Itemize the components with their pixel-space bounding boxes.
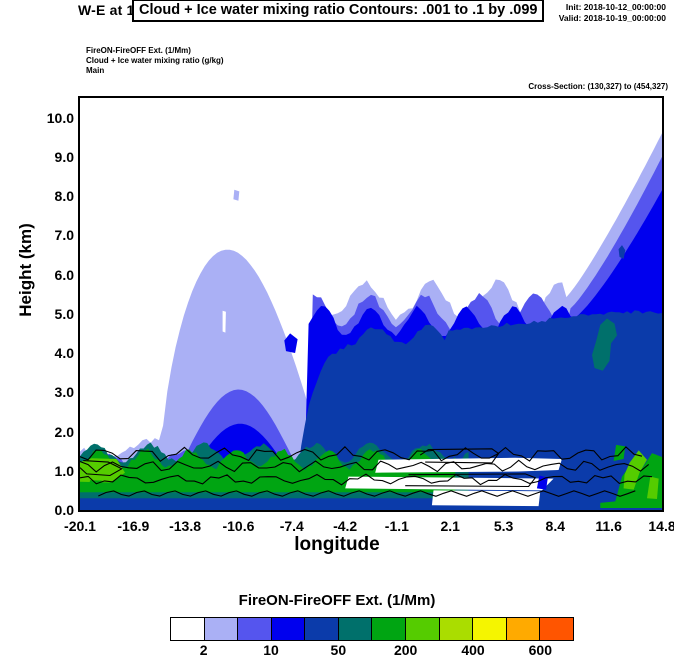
x-tick-label: 11.6 [595,518,622,534]
colorbar-title: FireON-FireOFF Ext. (1/Mm) [238,592,436,609]
y-tick-label: 0.0 [54,502,74,518]
colorbar-tick-label: 600 [528,642,553,658]
x-tick-label: -16.9 [117,518,150,534]
contour-line [80,459,650,473]
y-tick-label: 5.0 [54,305,74,322]
contour-line [419,448,500,464]
contour-plot-svg [80,133,662,510]
y-tick-label: 6.0 [54,266,74,283]
x-tick-label: 14.8 [648,518,674,534]
colorbar-cell [238,618,272,640]
x-tick-label: 8.4 [545,518,565,534]
contour-title-box: Cloud + Ice water mixing ratio Contours:… [132,0,545,22]
y-tick-label: 9.0 [54,148,74,165]
x-tick-label: -10.6 [222,518,255,534]
x-tick-label: -7.4 [279,518,304,534]
contour-line [80,460,123,477]
colorbar-cell [439,618,474,640]
x-tick-label: -4.2 [333,518,358,534]
contour-region [618,245,626,259]
contour-region [345,476,554,491]
colorbar-cell [372,618,407,640]
colorbar-cell [171,618,205,640]
variable-line-1: FireON-FireOFF Ext. (1/Mm) [86,46,191,55]
contour-region [536,475,548,490]
y-tick-label: 4.0 [54,345,74,362]
colorbar-cell [204,618,239,640]
x-tick-label: 5.3 [493,518,514,534]
y-tick-label: 3.0 [54,384,74,401]
x-axis-label: longitude [294,534,380,555]
colorbar [170,617,574,641]
x-tick-label: -20.1 [64,518,96,534]
contour-region [431,490,541,507]
valid-time: Valid: 2018-10-19_00:00:00 [558,12,666,23]
contour-region [233,189,240,201]
y-axis-ticks: 0.0 1.0 2.0 3.0 4.0 5.0 6.0 7.0 8.0 9.0 10.0 [22,0,74,667]
colorbar-cell [540,618,573,640]
contour-region [375,457,562,473]
variable-line-2: Cloud + Ice water mixing ratio (g/kg) [86,56,224,65]
init-valid-times: Init: 2018-10-12_00:00:00 Valid: 2018-10… [559,2,666,23]
x-axis-ticks: -20.1 -16.9 -13.8 -10.6 -7.4 -4.2 -1.1 2.1 5.3 8.… [0,514,674,534]
contour-line [80,446,643,462]
y-tick-label: 2.0 [54,423,74,440]
contour-region [623,450,647,490]
colorbar-cell [473,618,507,640]
colorbar-cell [305,618,339,640]
colorbar-cell [506,618,541,640]
y-tick-label: 10.0 [46,109,74,126]
plot-area [78,96,664,512]
init-time: Init: 2018-10-12_00:00:00 [565,2,666,12]
colorbar-tick-label: 50 [330,642,347,658]
variable-line-3: Main [86,66,105,75]
x-tick-label: -13.8 [169,518,202,534]
y-tick-label: 7.0 [54,227,74,244]
x-tick-label: 2.1 [440,518,460,534]
colorbar-tick-label: 400 [461,642,485,658]
colorbar-tick-label: 2 [199,642,208,658]
colorbar-tick-label: 10 [263,642,279,658]
contour-region [592,318,617,371]
contour-region [222,310,226,333]
contour-line [98,490,636,497]
colorbar-tick-label: 200 [393,642,418,658]
cross-section-coordinates: Cross-Section: (130,327) to (454,327) [528,82,668,91]
colorbar-cell [338,618,373,640]
contour-region [647,476,659,499]
contour-line [80,473,653,486]
variable-description: FireON-FireOFF Ext. (1/Mm) Cloud + Ice w… [86,46,224,76]
colorbar-cell [406,618,440,640]
contour-line [405,473,537,488]
contour-region [284,333,298,353]
colorbar-tick-labels: 2 10 50 200 400 600 [170,642,574,664]
y-tick-label: 8.0 [54,188,74,205]
x-tick-label: -1.1 [384,518,409,534]
colorbar-cell [271,618,306,640]
contour-region [613,444,626,461]
y-tick-label: 1.0 [54,462,74,479]
